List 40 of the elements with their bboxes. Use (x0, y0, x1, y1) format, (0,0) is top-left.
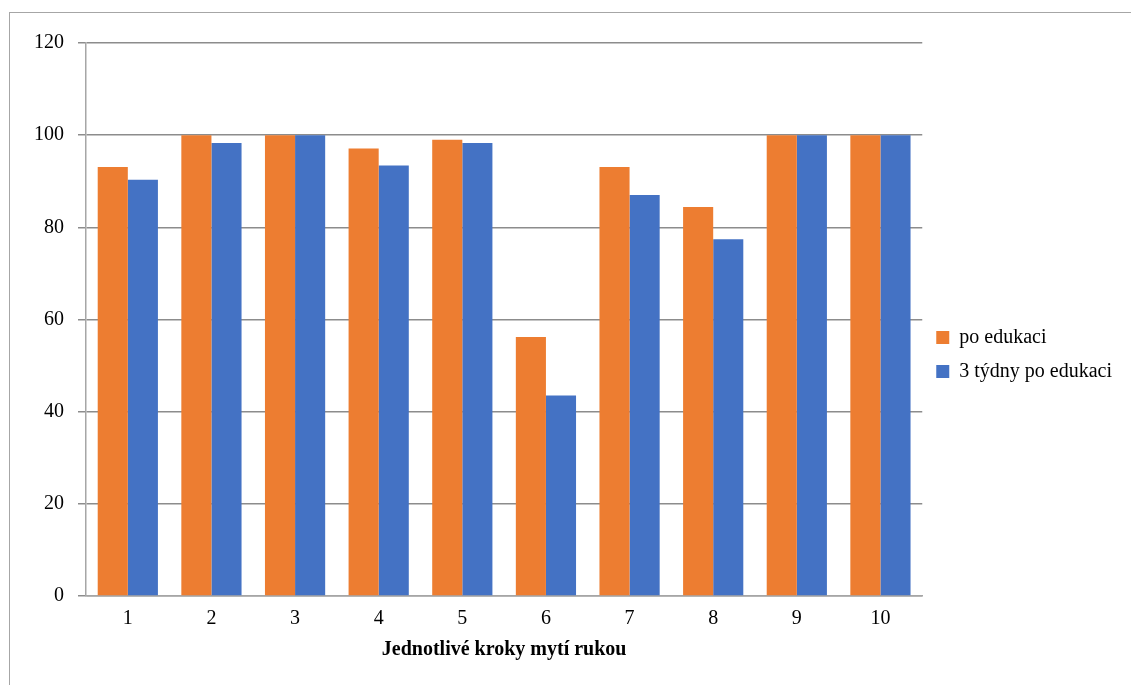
bar (432, 139, 463, 596)
bar (264, 135, 296, 596)
x-tick-label: 4 (373, 606, 384, 629)
bar (766, 135, 797, 596)
bar (599, 166, 630, 596)
x-tick-label: 2 (206, 606, 217, 629)
bar (515, 337, 546, 596)
bar (127, 179, 158, 596)
bar (295, 135, 326, 596)
bar (713, 239, 744, 596)
y-tick-label: 120 (34, 30, 64, 53)
x-tick-label: 5 (457, 606, 468, 629)
y-tick-label: 20 (44, 491, 64, 514)
bar (181, 135, 212, 596)
x-tick-label: 1 (122, 606, 133, 629)
x-tick-label: 9 (791, 606, 802, 629)
bar (629, 195, 660, 596)
y-tick-label: 60 (44, 306, 64, 329)
x-tick-label: 6 (540, 606, 551, 629)
x-tick-label: 10 (870, 606, 891, 629)
bar (850, 135, 881, 596)
legend-label: po edukaci (959, 324, 1047, 348)
x-tick-label: 7 (624, 606, 635, 629)
bar (683, 207, 714, 596)
bar (97, 166, 128, 596)
bar (348, 148, 379, 596)
bar (880, 135, 911, 596)
bar (211, 143, 242, 596)
y-tick-label: 0 (54, 583, 64, 606)
legend-label: 3 týdny po edukaci (959, 358, 1113, 382)
y-tick-label: 100 (34, 122, 64, 145)
x-tick-label: 8 (708, 606, 719, 629)
x-axis-title: Jednotlivé kroky mytí rukou (381, 637, 627, 661)
bar (796, 135, 827, 596)
y-tick-label: 40 (44, 398, 64, 421)
bar (545, 395, 577, 596)
x-tick-label: 3 (290, 606, 301, 629)
y-tick-label: 80 (44, 214, 64, 237)
bar (462, 143, 493, 596)
bar (378, 165, 409, 596)
